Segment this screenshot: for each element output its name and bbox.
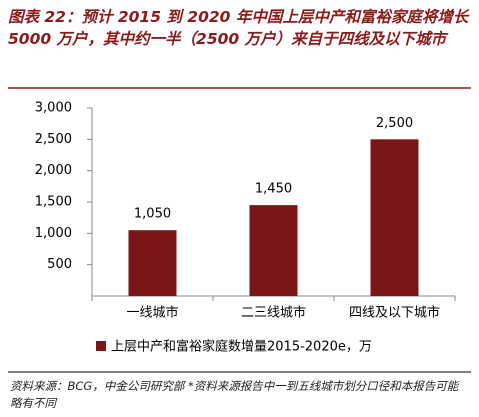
y-tick-label: 500 xyxy=(47,257,72,272)
bar xyxy=(128,230,177,296)
y-tick-label: 2,000 xyxy=(35,163,72,178)
y-tick-label: 1,000 xyxy=(35,226,72,241)
y-tick-label: 3,000 xyxy=(35,101,72,116)
chart-title: 图表 22：预计 2015 到 2020 年中国上层中产和富裕家庭将增长 500… xyxy=(8,8,469,48)
x-tick-label: 一线城市 xyxy=(126,305,178,321)
source-note: 资料来源：BCG，中金公司研究部 *资料来源报告中一到五线城市划分口径和本报告可… xyxy=(10,379,459,410)
data-label: 1,050 xyxy=(134,207,171,222)
x-tick-label: 四线及以下城市 xyxy=(349,305,440,321)
data-label: 2,500 xyxy=(376,116,413,131)
legend-swatch xyxy=(96,341,106,351)
bar xyxy=(249,205,298,296)
y-tick-label: 1,500 xyxy=(35,195,72,210)
y-tick-label: 2,500 xyxy=(35,132,72,147)
legend-label: 上层中产和富裕家庭数增量2015-2020e，万 xyxy=(111,339,372,355)
x-tick-label: 二三线城市 xyxy=(241,305,306,321)
data-label: 1,450 xyxy=(255,182,292,197)
bar xyxy=(370,139,419,296)
